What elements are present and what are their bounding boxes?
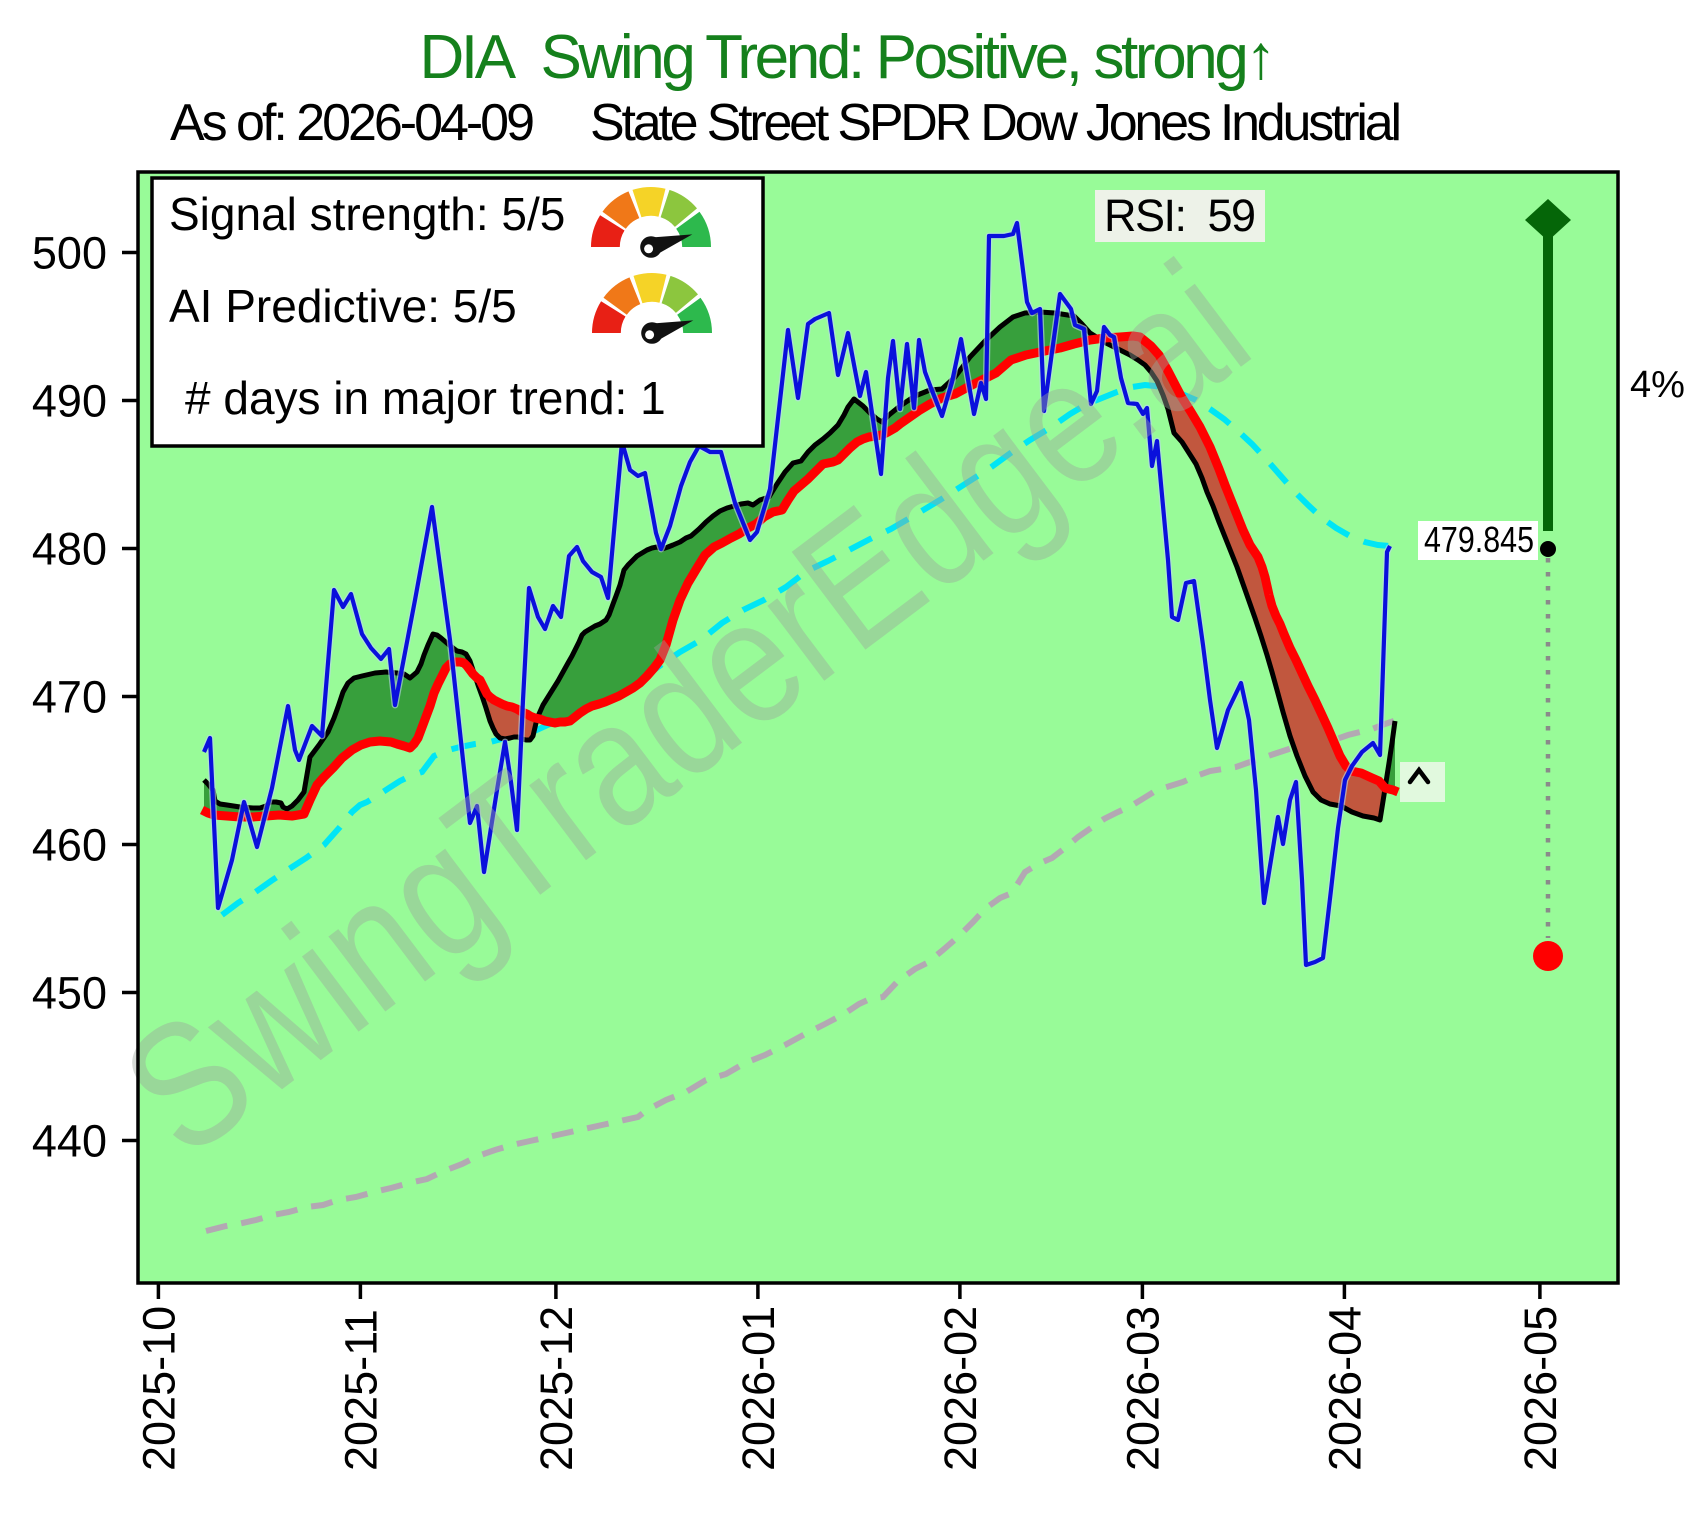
svg-text:4%: 4% bbox=[1630, 364, 1685, 406]
svg-text:AI Predictive: 5/5: AI Predictive: 5/5 bbox=[169, 280, 517, 332]
svg-text:2025-10: 2025-10 bbox=[133, 1306, 184, 1471]
svg-text:460: 460 bbox=[32, 820, 107, 871]
svg-text:450: 450 bbox=[32, 968, 107, 1019]
svg-text:2026-04: 2026-04 bbox=[1319, 1306, 1370, 1471]
svg-text:RSI: 59: RSI: 59 bbox=[1104, 190, 1256, 241]
svg-text:470: 470 bbox=[32, 672, 107, 723]
svg-text:490: 490 bbox=[32, 376, 107, 427]
svg-text:440: 440 bbox=[32, 1116, 107, 1167]
svg-text:Signal strength: 5/5: Signal strength: 5/5 bbox=[169, 188, 565, 240]
svg-text:State Street SPDR Dow Jones In: State Street SPDR Dow Jones Industrial bbox=[590, 94, 1402, 152]
svg-text:2025-11: 2025-11 bbox=[335, 1309, 386, 1471]
svg-text:2026-05: 2026-05 bbox=[1515, 1306, 1566, 1471]
svg-text:2026-02: 2026-02 bbox=[935, 1306, 986, 1471]
svg-text:2025-12: 2025-12 bbox=[531, 1306, 582, 1471]
svg-text:480: 480 bbox=[32, 524, 107, 575]
svg-text:DIA Swing Trend: Positive, st: DIA Swing Trend: Positive, strong↑ bbox=[420, 23, 1277, 92]
svg-text:2026-03: 2026-03 bbox=[1117, 1306, 1168, 1471]
svg-text:479.845: 479.845 bbox=[1424, 519, 1534, 560]
svg-text:500: 500 bbox=[32, 228, 107, 279]
svg-text:As of: 2026-04-09: As of: 2026-04-09 bbox=[170, 94, 535, 152]
svg-text:# days in major trend: 1: # days in major trend: 1 bbox=[185, 372, 666, 424]
svg-text:2026-01: 2026-01 bbox=[733, 1306, 784, 1471]
